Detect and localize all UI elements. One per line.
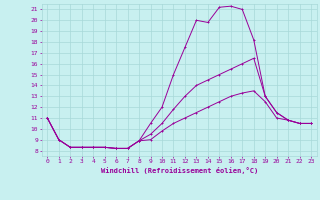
X-axis label: Windchill (Refroidissement éolien,°C): Windchill (Refroidissement éolien,°C): [100, 167, 258, 174]
